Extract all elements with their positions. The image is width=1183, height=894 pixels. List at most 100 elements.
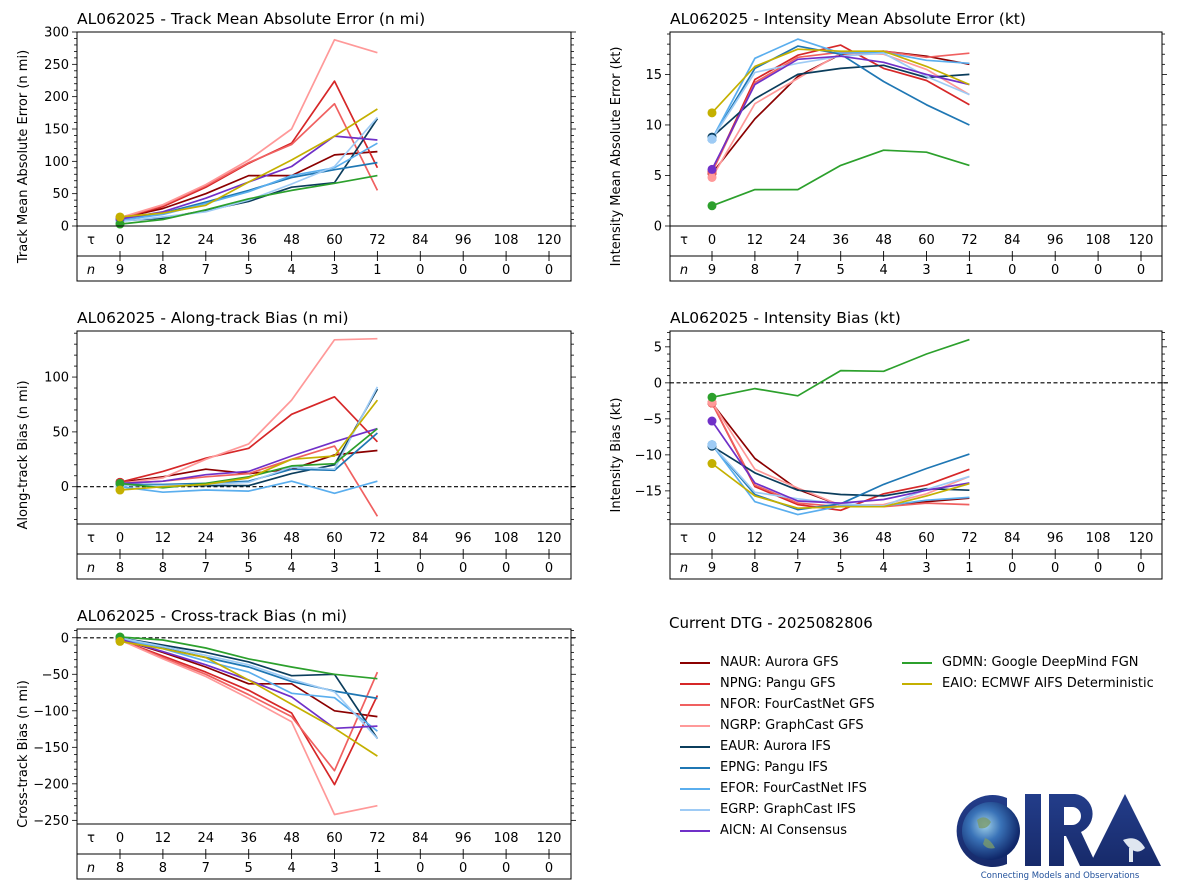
y-tick-label: 50 <box>52 187 69 202</box>
series-line-npng <box>119 80 379 220</box>
x-tick-label: 12 <box>155 531 172 546</box>
x-tick-label: 36 <box>240 531 257 546</box>
legend-swatch <box>902 661 932 664</box>
x-tick-label: 108 <box>1086 233 1111 248</box>
x-tick-label: 60 <box>918 233 935 248</box>
n-row-label: n <box>680 561 688 576</box>
series-line-ngrp <box>119 38 378 219</box>
series-group <box>119 636 379 816</box>
series-line-aicn <box>119 427 378 485</box>
cira-letter-c-icon <box>956 795 1020 867</box>
sample-count: 4 <box>287 861 295 876</box>
x-tick-label: 120 <box>1129 233 1154 248</box>
y-tick-label: 10 <box>645 118 662 133</box>
chart-track-mae: AL062025 - Track Mean Absolute Error (n … <box>16 10 576 282</box>
x-tick-label: 36 <box>240 831 257 846</box>
sample-count: 8 <box>159 263 167 278</box>
x-tick-label: 84 <box>412 831 429 846</box>
x-tick-label: 12 <box>155 233 172 248</box>
sample-count: 3 <box>330 561 338 576</box>
y-tick-label: 5 <box>654 169 662 184</box>
sample-count: 7 <box>794 561 802 576</box>
series-line-aicn <box>711 55 970 170</box>
tau-row-label: τ <box>87 233 95 248</box>
chart-along-track-bias: AL062025 - Along-track Bias (n mi) Along-… <box>16 309 577 580</box>
sample-count: 1 <box>965 263 973 278</box>
series-group <box>711 38 970 207</box>
y-tick-label: 50 <box>52 425 69 440</box>
legend-item-nfor: NFOR: FourCastNet GFS <box>680 694 875 715</box>
sample-count: 8 <box>159 861 167 876</box>
y-tick-label: −15 <box>635 484 662 499</box>
sample-count: 0 <box>416 861 424 876</box>
legend-label: EGRP: GraphCast IFS <box>720 802 856 817</box>
cira-letter-a-icon <box>1089 794 1161 866</box>
legend-item-eaio: EAIO: ECMWF AIFS Deterministic <box>902 673 1154 694</box>
sample-count: 0 <box>459 263 467 278</box>
series-line-eaio <box>119 108 378 218</box>
x-tick-label: 108 <box>494 233 519 248</box>
series-marker-egrp <box>707 134 717 144</box>
sample-count: 0 <box>1137 561 1145 576</box>
sample-count: 5 <box>245 561 253 576</box>
y-tick-label: 15 <box>645 68 662 83</box>
x-tick-label: 96 <box>1047 531 1064 546</box>
legend-swatch <box>680 724 710 727</box>
y-tick-label: 300 <box>44 26 69 41</box>
series-line-gdmn <box>711 149 970 207</box>
series-line-nfor <box>711 402 970 508</box>
x-tick-label: 60 <box>326 831 343 846</box>
series-line-eaio <box>711 48 970 114</box>
series-marker-eaio <box>707 459 717 469</box>
y-tick-label: −100 <box>33 704 69 719</box>
series-line-npng <box>119 395 379 484</box>
sample-count: 8 <box>751 263 759 278</box>
legend-column-2: GDMN: Google DeepMind FGN EAIO: ECMWF AIF… <box>902 652 1154 694</box>
series-line-gdmn <box>119 174 378 225</box>
series-line-ngrp <box>119 337 378 485</box>
series-marker-eaio <box>115 212 125 222</box>
n-row-label: n <box>680 263 688 278</box>
series-marker-gdmn <box>115 478 125 488</box>
x-tick-label: 48 <box>283 831 300 846</box>
series-line-nfor <box>711 50 970 173</box>
n-row-label: n <box>87 861 95 876</box>
legend-swatch <box>680 682 710 685</box>
x-tick-label: 24 <box>790 531 807 546</box>
x-tick-label: 24 <box>790 233 807 248</box>
legend-swatch <box>680 745 710 748</box>
sample-count: 0 <box>1137 263 1145 278</box>
sample-count: 1 <box>373 263 381 278</box>
sample-count: 5 <box>245 263 253 278</box>
chart-title: AL062025 - Cross-track Bias (n mi) <box>77 607 347 625</box>
y-axis-label: Cross-track Bias (n mi) <box>16 680 31 828</box>
x-tick-label: 72 <box>961 233 978 248</box>
series-line-gdmn <box>119 636 378 680</box>
x-tick-label: 96 <box>1047 233 1064 248</box>
sample-count: 0 <box>416 263 424 278</box>
x-tick-label: 120 <box>1129 531 1154 546</box>
y-tick-label: 5 <box>654 340 662 355</box>
series-line-naur <box>119 150 378 220</box>
legend-swatch <box>680 661 710 664</box>
series-line-npng <box>711 44 970 172</box>
legend-label: EFOR: FourCastNet IFS <box>720 781 867 796</box>
legend-swatch <box>902 682 932 685</box>
y-tick-label: −250 <box>33 814 69 829</box>
sample-count: 8 <box>116 861 124 876</box>
legend-label: EPNG: Pangu IFS <box>720 760 828 775</box>
legend-label: EAUR: Aurora IFS <box>720 739 831 754</box>
y-tick-label: 0 <box>654 376 662 391</box>
series-marker-aicn <box>707 164 717 174</box>
tau-row-label: τ <box>680 531 688 546</box>
series-group <box>119 38 379 225</box>
x-tick-label: 120 <box>537 233 562 248</box>
sample-count: 0 <box>1094 561 1102 576</box>
series-group <box>119 337 379 517</box>
sample-count: 5 <box>837 561 845 576</box>
sample-count: 1 <box>373 561 381 576</box>
n-row-label: n <box>87 561 95 576</box>
series-line-epng <box>120 432 378 486</box>
chart-intensity-mae: AL062025 - Intensity Mean Absolute Error… <box>609 10 1167 282</box>
x-tick-label: 72 <box>369 831 386 846</box>
